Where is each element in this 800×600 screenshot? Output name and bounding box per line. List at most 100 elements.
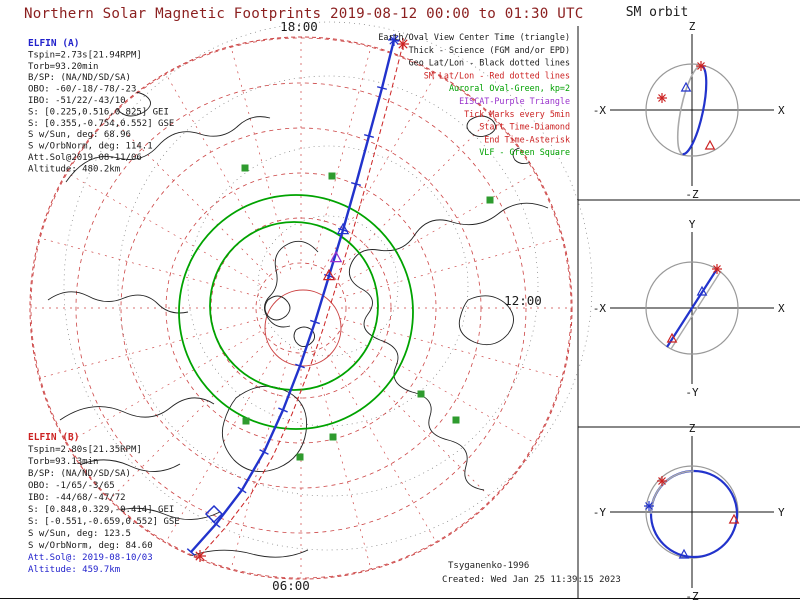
coastline <box>59 397 215 421</box>
trace-tick-5min <box>310 319 320 325</box>
vlf-squares <box>241 164 494 461</box>
legend-line: VLF - Green Square <box>479 147 570 157</box>
orbit-far-arc <box>650 470 695 515</box>
sm-orbit-panel: Y -Y -X X <box>593 218 785 399</box>
legend-line: End Time-Asterisk <box>484 134 570 144</box>
coastline <box>458 295 514 346</box>
orbit-far-line <box>670 270 722 350</box>
vlf-square <box>417 390 425 398</box>
trace-tick-5min <box>363 134 375 138</box>
inner-red-circle <box>264 289 342 367</box>
trace-tick-5min <box>278 407 288 413</box>
axis-label-left: -Y <box>593 506 607 519</box>
satellite-info-line: Torb=93.13min <box>28 457 98 467</box>
earth-circle <box>645 261 739 355</box>
orbit-marker-triangle <box>678 548 690 559</box>
axis-label-bottom: -Z <box>685 188 699 201</box>
sm-lon-line <box>335 172 536 289</box>
geo-lat-circle <box>257 215 399 357</box>
vlf-square <box>241 164 249 172</box>
created-credit: Created: Wed Jan 25 11:39:15 2023 <box>442 575 621 585</box>
orbit-marker-triangle <box>696 285 708 296</box>
geo-lat-circle <box>63 21 593 551</box>
satellite-info-line: S w/Sun, deg: 68.96 <box>28 130 131 140</box>
end-time-asterisk <box>389 35 399 45</box>
model-credit: Tsyganenko-1996 <box>448 561 529 571</box>
vlf-square <box>452 416 460 424</box>
legend-line: Thick - Science (FGM and/or EPD) <box>409 45 570 55</box>
satellite-info-line: Att.Sol@2019-08-11/06 <box>28 153 142 163</box>
map-outer-circle <box>29 36 573 580</box>
sm-lon-line <box>339 318 563 379</box>
satellite-info-line: IBO: -44/68/-47/72 <box>28 493 126 503</box>
coastline <box>65 116 271 183</box>
coastline <box>221 385 308 473</box>
satellite-info-line: S: [-0.551,-0.659,0.552] GSE <box>28 517 180 527</box>
page-title: Northern Solar Magnetic Footprints 2019-… <box>24 6 583 22</box>
coastlines <box>47 91 549 561</box>
sm-lon-line <box>39 318 263 379</box>
start-time-diamond <box>204 504 224 524</box>
sm-lat-circle <box>255 262 347 354</box>
satellite-info-line: Att.Sol@: 2019-08-10/03 <box>28 553 153 563</box>
axis-label-bottom: -Y <box>685 386 699 399</box>
trace-tick-5min <box>295 363 305 369</box>
axis-label-left: -X <box>593 302 607 315</box>
sm-lon-line <box>339 237 563 298</box>
auroral-oval-ring <box>178 194 414 430</box>
satellite-info-line: B/SP: (NA/ND/SD/SA) <box>28 469 131 479</box>
view-center-triangle <box>322 268 336 281</box>
sm-lat-circle <box>75 82 527 534</box>
satellite-name: ELFIN (A) <box>28 38 79 49</box>
axis-label-top: Z <box>689 422 696 435</box>
science-footprint-trace <box>190 39 396 553</box>
legend-line: SM Lat/Lon - Red dotted lines <box>424 70 570 80</box>
coastline <box>264 240 319 328</box>
orbit-marker-asterisk <box>658 94 666 102</box>
legend-line: Geo Lat/Lon - Black dotted lines <box>409 58 570 68</box>
legend: Earth/Oval View Center Time (triangle) Th… <box>378 32 570 157</box>
satellite-info: ELFIN (A)Tspin=2.73s[21.94RPM] Torb=93.20… <box>28 38 180 575</box>
orbit-marker-triangle <box>728 513 740 524</box>
axis-label-right: X <box>778 302 785 315</box>
orbit-marker-asterisk <box>645 502 653 510</box>
coastline <box>264 295 291 321</box>
orbit-near-arc <box>682 64 708 156</box>
axis-label-right: X <box>778 104 785 117</box>
clock-label-12: 12:00 <box>504 293 542 308</box>
sm-lon-line <box>311 346 372 570</box>
satellite-info-line: Altitude: 480.2km <box>28 164 120 174</box>
sm-lon-line <box>329 336 493 500</box>
axis-label-top: Z <box>689 20 696 33</box>
satellite-info-line: S w/OrbNorm, deg: 114.1 <box>28 142 153 152</box>
legend-line: Tick Marks every 5min <box>464 109 570 119</box>
legend-line: Auroral Oval-Green, kp=2 <box>449 83 570 93</box>
vlf-square <box>486 196 494 204</box>
legend-line: EISCAT-Purple Triangle <box>459 96 570 106</box>
orbit-marker-triangle <box>666 332 678 343</box>
orbit-marker-triangle <box>704 139 716 150</box>
auroral-oval <box>178 194 414 430</box>
trace-tick-5min <box>376 86 388 90</box>
orbit-marker-asterisk <box>697 62 705 70</box>
sm-orbit-panel: Z -Z -X X <box>593 20 785 201</box>
geo-lat-circle <box>117 75 539 497</box>
orbit-near-line <box>666 268 718 348</box>
satellite-info-line: OBO: -1/65/-3/65 <box>28 481 115 491</box>
satellite-info-line: IBO: -51/22/-43/10 <box>28 96 126 106</box>
end-time-asterisk <box>195 551 205 561</box>
sm-lat-circle <box>30 37 572 579</box>
panel-dividers <box>0 26 800 599</box>
coastline <box>69 459 181 472</box>
vlf-square <box>242 417 250 425</box>
sm-lon-line <box>329 116 493 280</box>
vlf-square <box>329 433 337 441</box>
axis-label-top: Y <box>689 218 696 231</box>
clock-label-06: 06:00 <box>272 578 310 593</box>
auroral-oval-ring <box>209 221 379 391</box>
geo-lat-circle <box>187 145 469 427</box>
vlf-square <box>328 172 336 180</box>
orbit-marker-asterisk <box>713 265 721 273</box>
satellite-info-line: S: [0.355,-0.754,0.552] GSE <box>28 119 174 129</box>
